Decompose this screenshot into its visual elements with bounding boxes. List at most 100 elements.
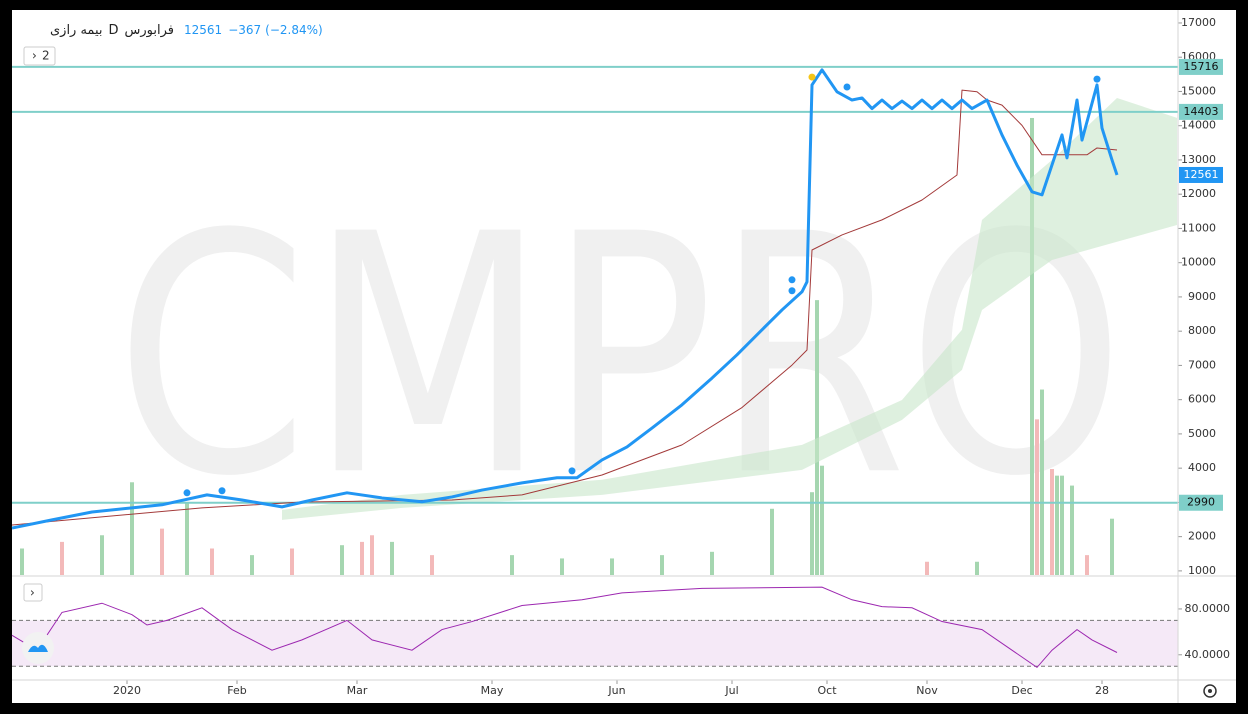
level-label: 15716 — [1184, 60, 1219, 73]
line-price — [11, 68, 1119, 530]
y-tick-label: 8000 — [1188, 324, 1216, 337]
event-marker — [808, 73, 816, 81]
x-tick-label: Mar — [347, 684, 368, 697]
volume-bar — [820, 465, 824, 575]
volume-bar — [340, 545, 344, 575]
volume-bar — [510, 555, 514, 575]
y-tick-label: 6000 — [1188, 393, 1216, 406]
rsi-band — [12, 620, 1178, 667]
volume-bar — [20, 548, 24, 575]
event-marker — [183, 489, 191, 497]
level-tag — [1179, 58, 1223, 75]
change: −367 — [228, 23, 261, 37]
rsi-line — [11, 586, 1118, 669]
x-tick-label: Oct — [817, 684, 837, 697]
volume-bar — [1035, 419, 1039, 575]
volume-bar — [610, 558, 614, 575]
volume-bar — [210, 548, 214, 575]
volume-bar — [130, 482, 134, 575]
volume-bar — [925, 561, 929, 575]
volume-bar — [370, 535, 374, 575]
last-price-tag — [1179, 166, 1223, 183]
event-marker — [843, 83, 851, 91]
volume-bar — [360, 541, 364, 575]
chevron: › — [30, 586, 35, 600]
volume-bar — [390, 541, 394, 575]
level-tag — [1179, 103, 1223, 120]
volume-bar — [1055, 475, 1059, 575]
settings[interactable] — [1203, 684, 1217, 698]
volume-bar — [1070, 485, 1074, 575]
symbol: بیمه رازی — [50, 23, 103, 38]
volume-bar — [1110, 518, 1114, 575]
volume-bar — [710, 551, 714, 575]
y-tick-label: 4000 — [1188, 461, 1216, 474]
volume-bar — [100, 535, 104, 575]
interval: D — [109, 23, 119, 38]
y-tick-label: 13000 — [1181, 153, 1216, 166]
x-tick-label: Nov — [916, 684, 938, 697]
y-tick-label: 15000 — [1181, 84, 1216, 97]
volume-bar — [185, 502, 189, 575]
volume-bar — [290, 548, 294, 575]
y-tick-label: 14000 — [1181, 119, 1216, 132]
quote: 12561 −367 (−2.84%) — [184, 23, 323, 37]
x-tick-label: May — [481, 684, 504, 697]
last-price: 12561 — [184, 23, 222, 37]
rsi-y-tick-label: 80.0000 — [1185, 602, 1231, 615]
y-tick-label: 7000 — [1188, 358, 1216, 371]
symbol-exchange: بیمه رازی D فرابورس — [50, 23, 174, 38]
level-tag — [1179, 494, 1223, 511]
level-label: 2990 — [1187, 496, 1215, 509]
volume-bar — [560, 558, 564, 575]
volume-bar — [660, 555, 664, 575]
chevron: › — [32, 49, 37, 63]
logo-icon — [28, 644, 48, 652]
volume-bar — [1085, 555, 1089, 575]
x-tick-label: Jul — [724, 684, 738, 697]
settings-dot — [1208, 689, 1212, 693]
last-price-label: 12561 — [1184, 168, 1219, 181]
event-marker — [218, 487, 226, 495]
pane-toggle[interactable] — [23, 583, 43, 602]
y-tick-label: 17000 — [1181, 16, 1216, 29]
event-marker — [788, 287, 796, 295]
volume-bar — [430, 555, 434, 575]
x-tick-label: Feb — [227, 684, 246, 697]
y-tick-label: 11000 — [1181, 221, 1216, 234]
x-tick-label: 28 — [1095, 684, 1109, 697]
change-pct: (−2.84%) — [265, 23, 323, 37]
rsi-y-tick-label: 40.0000 — [1185, 648, 1231, 661]
y-tick-label: 2000 — [1188, 530, 1216, 543]
volume-bar — [1060, 475, 1064, 575]
event-marker — [568, 467, 576, 475]
indicator-toggle[interactable] — [23, 46, 56, 66]
volume-bar — [975, 561, 979, 575]
header: بیمه رازی D فرابورس 12561 −367 (−2.84%) › 2 … — [22, 23, 1217, 698]
y-tick-label: 5000 — [1188, 427, 1216, 440]
x-tick-label: Dec — [1011, 684, 1032, 697]
x-tick-label: Jun — [607, 684, 625, 697]
volume-bar — [250, 555, 254, 575]
exchange: فرابورس — [125, 23, 174, 38]
y-tick-label: 9000 — [1188, 290, 1216, 303]
level-label: 14403 — [1184, 105, 1219, 118]
volume-bar — [1050, 469, 1054, 575]
cloud — [282, 97, 1177, 520]
volume-bar — [810, 492, 814, 575]
y-tick-label: 1000 — [1188, 564, 1216, 577]
y-tick-label: 12000 — [1181, 187, 1216, 200]
line-ma — [11, 89, 1118, 526]
volume-bar — [1030, 117, 1034, 575]
volume-bar — [815, 300, 819, 575]
indicator-count[interactable]: 2 — [42, 49, 50, 63]
event-marker — [1093, 75, 1101, 83]
y-tick-label: 10000 — [1181, 256, 1216, 269]
volume-bar — [770, 508, 774, 575]
x-tick-label: 2020 — [113, 684, 141, 697]
event-marker — [788, 276, 796, 284]
volume-bar — [160, 528, 164, 575]
volume-bar — [60, 541, 64, 575]
volume-bar — [1040, 389, 1044, 575]
